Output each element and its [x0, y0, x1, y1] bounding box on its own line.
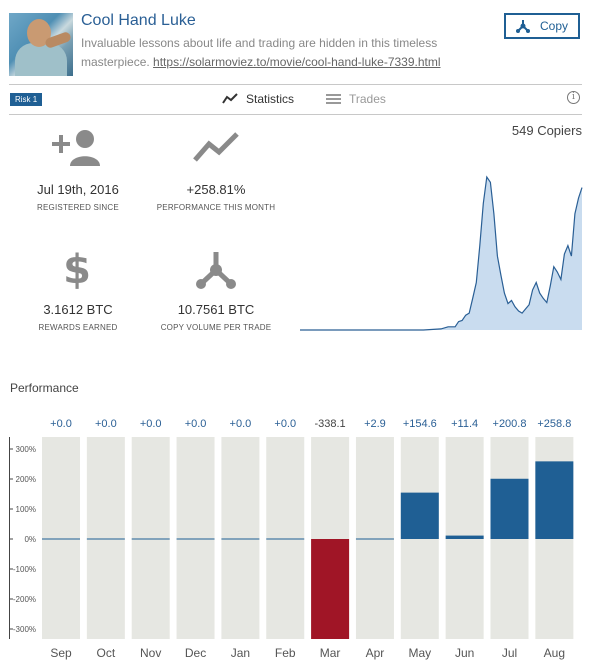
- registered-since-value: Jul 19th, 2016: [37, 182, 119, 197]
- bar-value-label: +11.4: [451, 418, 479, 430]
- bar-mar[interactable]: [311, 539, 350, 639]
- svg-text:$: $: [63, 247, 91, 289]
- copy-button[interactable]: Copy: [504, 13, 580, 39]
- bar-jul[interactable]: [490, 478, 529, 539]
- copiers-count: 549 Copiers: [511, 123, 582, 138]
- copy-share-icon: [196, 252, 236, 289]
- bar-background: [86, 437, 125, 639]
- copy-button-label: Copy: [539, 19, 568, 33]
- bar-background: [176, 437, 215, 639]
- copy-share-icon: [515, 20, 530, 33]
- y-tick-label: 100%: [16, 505, 36, 514]
- trader-name[interactable]: Cool Hand Luke: [81, 12, 196, 29]
- bar-apr[interactable]: [355, 538, 394, 540]
- tab-trades[interactable]: Trades: [326, 92, 386, 106]
- bar-background: [42, 437, 80, 639]
- bar-value-label: +200.8: [492, 418, 527, 430]
- bar-value-label: +0.0: [274, 418, 297, 430]
- performance-month-label: PERFORMANCE THIS MONTH: [156, 203, 276, 212]
- y-tick-label: 200%: [16, 475, 36, 484]
- month-label: Jun: [454, 646, 475, 660]
- bar-background: [221, 437, 260, 639]
- trend-icon: [193, 132, 239, 162]
- trader-description: Invaluable lessons about life and tradin…: [81, 36, 441, 69]
- tab-statistics[interactable]: Statistics: [222, 92, 294, 106]
- copy-volume-value: 10.7561 BTC: [177, 302, 255, 317]
- bar-jun[interactable]: [445, 535, 484, 539]
- performance-month-value: +258.81%: [186, 182, 246, 197]
- line-chart-icon: [222, 93, 238, 104]
- bar-nov[interactable]: [131, 538, 170, 540]
- month-label: Sep: [50, 646, 72, 660]
- month-label: Apr: [365, 646, 385, 660]
- tab-statistics-label: Statistics: [246, 92, 295, 106]
- bar-may[interactable]: [400, 492, 439, 539]
- bar-value-label: +154.6: [402, 418, 437, 430]
- bar-value-label: +0.0: [94, 418, 117, 430]
- performance-title: Performance: [10, 381, 79, 395]
- copiers-area-chart: [300, 175, 583, 331]
- bar-value-label: +0.0: [139, 418, 162, 430]
- bar-value-label: +2.9: [364, 418, 386, 430]
- bar-value-label: -338.1: [314, 418, 346, 430]
- bar-aug[interactable]: [535, 461, 574, 539]
- bar-value-label: +0.0: [229, 418, 252, 430]
- month-label: Jul: [501, 646, 518, 660]
- risk-badge: Risk 1: [10, 93, 43, 106]
- copy-volume-label: COPY VOLUME PER TRADE: [160, 323, 272, 332]
- bar-background: [355, 437, 394, 639]
- bar-value-label: +258.8: [537, 418, 572, 430]
- month-label: Jan: [230, 646, 251, 660]
- area-chart-fill: [300, 177, 582, 330]
- y-tick-label: -200%: [13, 595, 36, 604]
- info-icon[interactable]: i: [567, 91, 580, 104]
- divider: [9, 84, 582, 85]
- divider: [9, 114, 582, 115]
- month-label: Feb: [274, 646, 296, 660]
- month-label: May: [408, 646, 432, 660]
- bar-oct[interactable]: [86, 538, 125, 540]
- rewards-earned-value: 3.1612 BTC: [43, 302, 113, 317]
- dollar-icon: $: [63, 247, 91, 289]
- performance-bar-chart: 300% 200% 100% 0% -100% -200% -300%: [9, 437, 574, 639]
- list-icon: [326, 94, 341, 104]
- y-tick-label: 300%: [16, 445, 36, 454]
- y-tick-label: -100%: [13, 565, 36, 574]
- bar-value-label: +0.0: [50, 418, 72, 430]
- y-tick-label: 0%: [24, 535, 36, 544]
- tab-trades-label: Trades: [349, 92, 386, 106]
- add-user-icon: [52, 130, 100, 166]
- trader-avatar: [9, 13, 73, 76]
- y-tick-label: -300%: [13, 625, 36, 634]
- month-label: Nov: [140, 646, 162, 660]
- bar-background: [266, 437, 305, 639]
- area-chart-line: [300, 175, 583, 331]
- bar-feb[interactable]: [266, 538, 305, 540]
- bar-jan[interactable]: [221, 538, 260, 540]
- month-label: Mar: [319, 646, 341, 660]
- rewards-earned-label: REWARDS EARNED: [38, 323, 118, 332]
- bar-value-label: +0.0: [184, 418, 207, 430]
- bar-background: [131, 437, 170, 639]
- registered-since-label: REGISTERED SINCE: [37, 203, 119, 212]
- month-label: Aug: [543, 646, 566, 660]
- month-label: Oct: [96, 646, 116, 660]
- month-label: Dec: [184, 646, 207, 660]
- movie-link[interactable]: https://solarmoviez.to/movie/cool-hand-l…: [153, 55, 441, 69]
- bar-sep[interactable]: [42, 538, 80, 540]
- bar-dec[interactable]: [176, 538, 215, 540]
